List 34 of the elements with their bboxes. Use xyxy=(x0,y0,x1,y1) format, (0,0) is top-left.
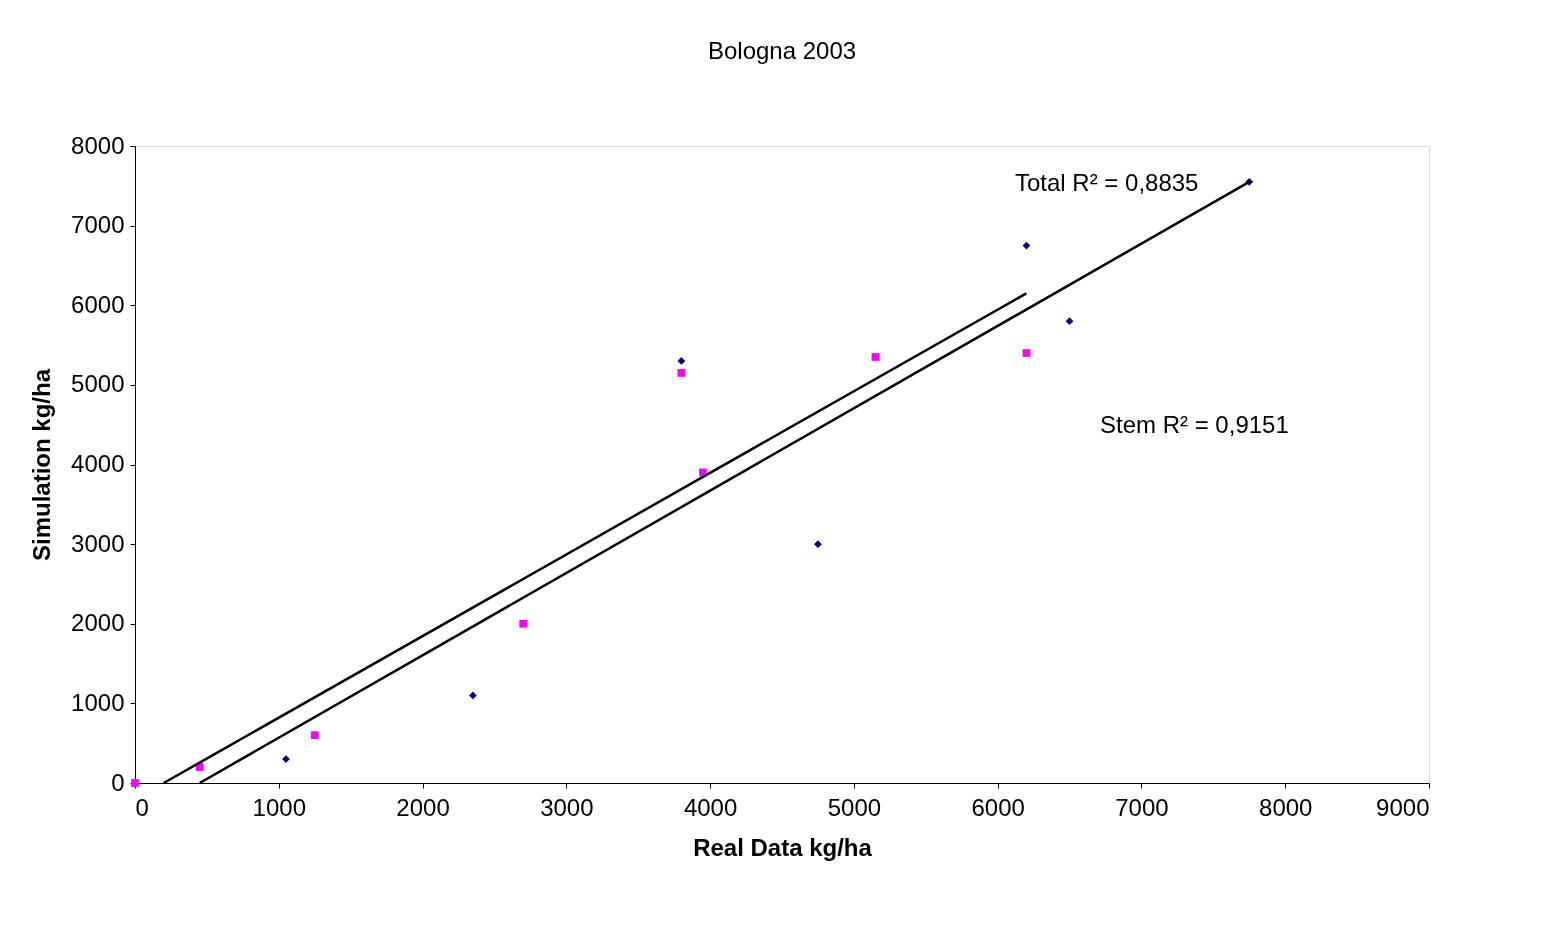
x-tick-label: 6000 xyxy=(971,793,1025,821)
y-tick-label: 1000 xyxy=(71,688,125,716)
x-tick-label: 8000 xyxy=(1259,793,1313,821)
y-tick-label: 0 xyxy=(111,768,125,796)
y-tick-label: 4000 xyxy=(71,450,125,477)
y-tick-label: 8000 xyxy=(71,131,125,159)
point xyxy=(677,357,686,365)
annotation: Stem R² = 0,9151 xyxy=(1100,411,1289,438)
point xyxy=(519,619,528,628)
x-tick-label: 0 xyxy=(135,793,149,821)
x-tick-label: 9000 xyxy=(1376,793,1430,821)
point xyxy=(1065,317,1074,326)
y-tick-label: 6000 xyxy=(71,290,125,318)
y-tick-label: 3000 xyxy=(71,529,125,557)
y-tick-label: 2000 xyxy=(71,609,125,637)
point xyxy=(1022,349,1031,357)
point xyxy=(677,369,686,377)
x-tick-label: 4000 xyxy=(683,793,738,821)
point xyxy=(310,731,319,740)
x-tick-label: 7000 xyxy=(1115,793,1169,821)
point xyxy=(282,755,290,763)
y-tick-label: 5000 xyxy=(71,370,125,398)
x-tick-label: 2000 xyxy=(396,793,450,821)
annotation: Total R² = 0,8835 xyxy=(1015,169,1199,196)
chart-title: Bologna 2003 xyxy=(707,37,857,64)
point xyxy=(814,540,822,548)
point xyxy=(871,353,880,361)
x-tick-label: 3000 xyxy=(540,793,594,821)
x-axis-title: Real Data kg/ha xyxy=(693,833,873,861)
y-axis-title: Simulation kg/ha xyxy=(28,368,56,562)
y-tick-label: 7000 xyxy=(71,211,125,239)
x-tick-label: 5000 xyxy=(827,793,882,821)
point xyxy=(469,691,477,700)
x-tick-label: 1000 xyxy=(252,793,306,821)
